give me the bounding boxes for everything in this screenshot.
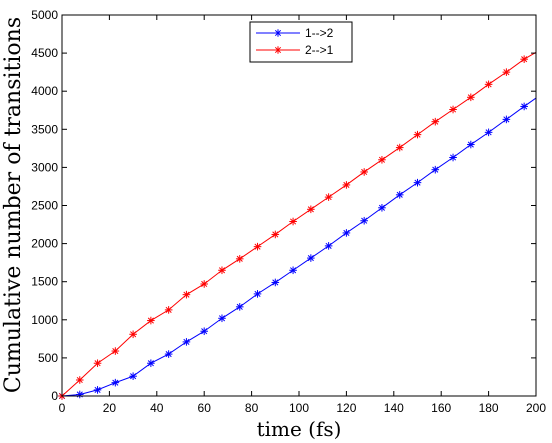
data-point xyxy=(235,255,244,263)
data-point xyxy=(360,168,368,176)
data-point xyxy=(378,203,386,212)
y-axis-title: Cumulative number of transitions xyxy=(1,17,26,393)
data-point xyxy=(75,376,84,384)
data-point xyxy=(253,290,262,298)
x-tick-label: 180 xyxy=(479,401,499,415)
plot-area xyxy=(62,15,536,396)
x-tick-label: 40 xyxy=(150,401,164,415)
data-point xyxy=(147,316,155,325)
data-point xyxy=(324,242,333,250)
data-point xyxy=(520,102,528,111)
legend-label: 1-->2 xyxy=(305,26,334,40)
data-point xyxy=(289,266,297,275)
y-tick-label: 1500 xyxy=(31,275,58,289)
legend-marker xyxy=(274,46,282,54)
legend-entries: 1-->2 2-->1 xyxy=(256,26,334,57)
data-point xyxy=(182,338,191,346)
data-point xyxy=(271,230,280,239)
series-2 xyxy=(58,51,537,400)
legend: 1-->2 2-->1 xyxy=(249,21,353,63)
y-tick-label: 3000 xyxy=(31,160,58,174)
x-tick-label: 20 xyxy=(103,401,117,415)
series-layer xyxy=(58,51,537,400)
x-tick-label: 100 xyxy=(289,401,309,415)
data-point xyxy=(147,359,155,368)
data-point xyxy=(111,347,120,355)
data-point xyxy=(111,378,120,387)
data-point xyxy=(378,155,386,164)
x-tick-label: 120 xyxy=(336,401,356,415)
x-tick-label: 80 xyxy=(245,401,259,415)
x-tick-label: 200 xyxy=(526,401,546,415)
data-point xyxy=(75,390,84,399)
x-tick-label: 0 xyxy=(59,401,66,415)
series-line xyxy=(61,97,537,397)
legend-entry-1: 1-->2 xyxy=(256,26,334,40)
data-point xyxy=(467,93,475,102)
y-tick-label: 1000 xyxy=(31,313,58,327)
data-point xyxy=(431,117,440,126)
data-point xyxy=(484,128,493,137)
data-point xyxy=(431,165,440,174)
data-point xyxy=(449,105,457,114)
y-tick-label: 0 xyxy=(51,389,58,403)
data-point xyxy=(449,153,457,162)
data-point xyxy=(93,359,102,368)
data-point xyxy=(395,191,404,199)
data-point xyxy=(502,68,511,76)
data-point xyxy=(307,254,315,262)
data-point xyxy=(289,217,297,226)
data-point xyxy=(129,330,137,339)
series-1 xyxy=(58,97,537,400)
data-point xyxy=(520,55,528,63)
x-axis-title: time (fs) xyxy=(257,417,342,441)
y-tick-label: 4000 xyxy=(31,84,58,98)
data-point xyxy=(200,280,208,288)
data-point xyxy=(200,327,208,336)
legend-label: 2-->1 xyxy=(305,43,334,57)
data-point xyxy=(93,386,102,394)
data-point xyxy=(218,314,226,323)
legend-marker xyxy=(274,29,282,37)
data-point xyxy=(413,130,422,139)
y-tick-label: 500 xyxy=(38,351,58,365)
data-point xyxy=(502,115,511,124)
x-tick-label: 140 xyxy=(384,401,404,415)
data-point xyxy=(235,303,244,311)
data-point xyxy=(342,181,351,189)
legend-entry-2: 2-->1 xyxy=(256,43,334,57)
x-tick-label: 60 xyxy=(198,401,212,415)
data-point xyxy=(342,229,351,237)
data-point xyxy=(253,242,262,251)
y-tick-label: 2000 xyxy=(31,237,58,251)
data-point xyxy=(307,205,315,214)
ticks-layer: 0 20 40 60 80 100 120 140 160 180 2000500100015002… xyxy=(31,8,546,415)
y-tick-label: 2500 xyxy=(31,199,58,213)
data-point xyxy=(271,278,280,287)
y-tick-label: 3500 xyxy=(31,122,58,136)
data-point xyxy=(395,143,404,152)
data-point xyxy=(484,80,493,89)
legend-box xyxy=(249,21,353,63)
data-point xyxy=(413,178,422,187)
data-point xyxy=(182,290,191,299)
data-point xyxy=(218,266,226,275)
y-tick-label: 5000 xyxy=(31,8,58,22)
data-point xyxy=(467,140,475,149)
data-point xyxy=(164,350,173,358)
data-point xyxy=(129,372,137,380)
x-tick-label: 160 xyxy=(431,401,451,415)
y-tick-label: 4500 xyxy=(31,46,58,60)
data-point xyxy=(164,306,173,314)
series-line xyxy=(61,51,537,397)
data-point xyxy=(324,193,333,201)
data-point xyxy=(360,216,368,225)
